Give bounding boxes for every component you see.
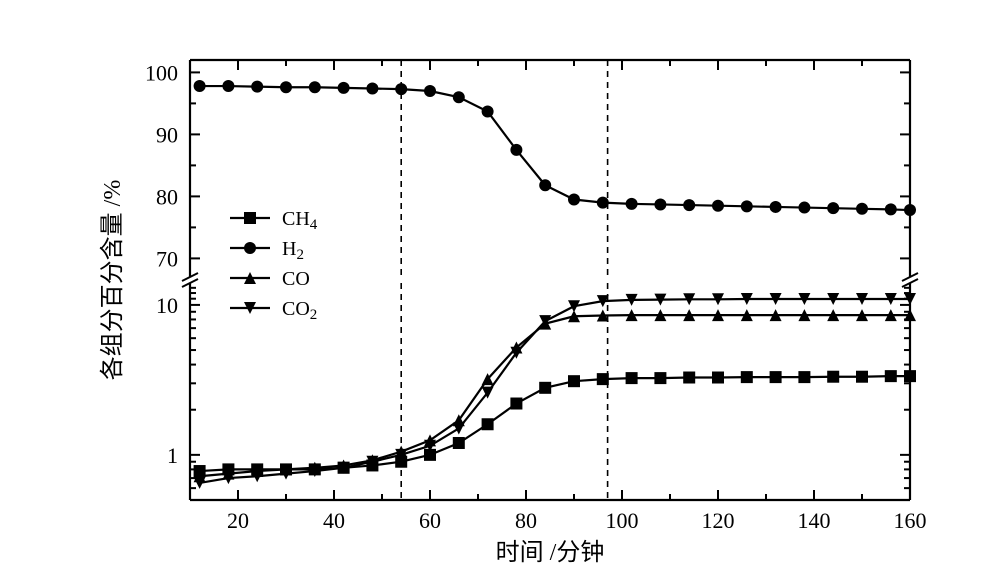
svg-text:120: 120 <box>702 508 735 533</box>
chart-container: 20406080100120140160110708090100时间 /分钟各组… <box>0 0 1000 584</box>
y-axis-label: 各组分百分含量 /% <box>99 180 126 381</box>
x-axis-label: 时间 /分钟 <box>496 539 605 566</box>
svg-text:140: 140 <box>798 508 831 533</box>
svg-text:100: 100 <box>606 508 639 533</box>
legend: CH4H2COCO2 <box>226 200 386 328</box>
svg-text:70: 70 <box>156 246 178 271</box>
svg-text:1: 1 <box>167 443 178 468</box>
svg-text:CO: CO <box>282 268 310 290</box>
svg-text:160: 160 <box>894 508 927 533</box>
component-percentage-chart: 20406080100120140160110708090100时间 /分钟各组… <box>0 0 1000 584</box>
svg-text:80: 80 <box>515 508 537 533</box>
svg-text:90: 90 <box>156 122 178 147</box>
svg-text:60: 60 <box>419 508 441 533</box>
svg-text:40: 40 <box>323 508 345 533</box>
svg-text:20: 20 <box>227 508 249 533</box>
svg-text:80: 80 <box>156 184 178 209</box>
svg-text:10: 10 <box>156 293 178 318</box>
svg-text:100: 100 <box>145 60 178 85</box>
